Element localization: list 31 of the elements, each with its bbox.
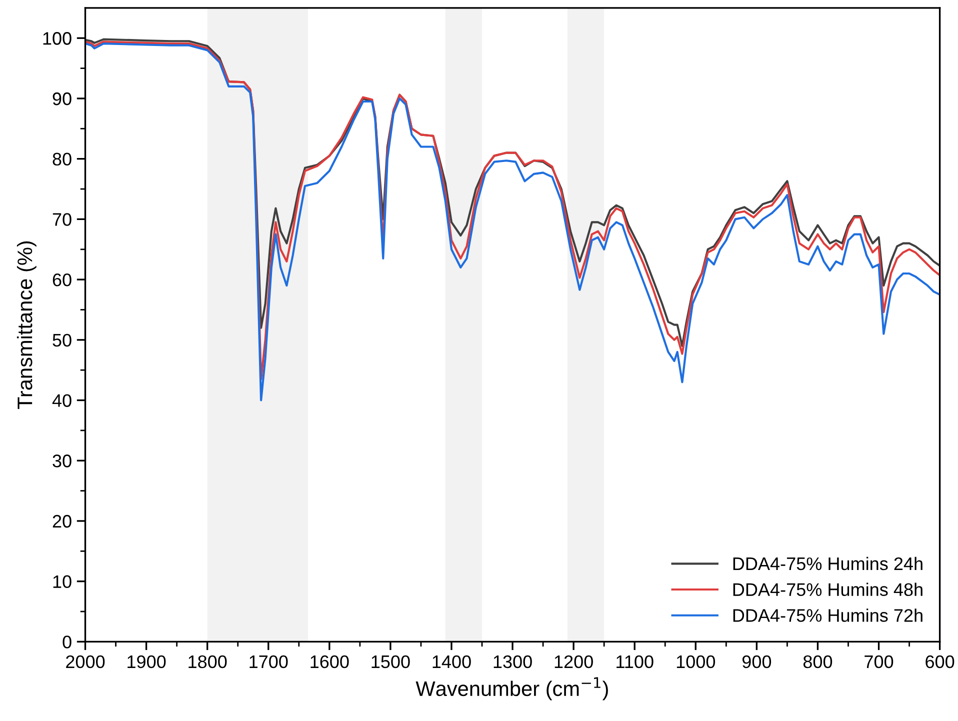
y-tick-label: 70 (52, 213, 72, 226)
legend-label: DDA4-75% Humins 72h (733, 608, 922, 622)
y-tick-label: 80 (52, 152, 72, 166)
y-tick-label: 90 (52, 92, 72, 106)
x-tick-label: 1000 (676, 655, 716, 668)
y-tick-label: 20 (52, 514, 72, 528)
x-tick-label: 1100 (616, 655, 654, 668)
x-axis-title: Wavenumber (cm$^{−1}$) (416, 677, 608, 700)
x-tick-label: 900 (742, 655, 772, 668)
y-tick-label: 60 (52, 273, 72, 286)
x-tick-label: 1900 (128, 655, 166, 668)
x-tick-label: 600 (926, 655, 954, 668)
x-tick-label: 1500 (372, 655, 410, 668)
x-tick-label: 700 (864, 655, 894, 668)
x-tick-label: 800 (803, 655, 832, 668)
y-tick-label: 0 (62, 636, 72, 648)
x-tick-label: 1200 (554, 655, 593, 668)
y-tick-label: 50 (52, 334, 72, 347)
y-tick-label: 40 (52, 394, 72, 407)
x-tick-label: 2000 (66, 655, 105, 668)
x-tick-label: 1400 (432, 655, 471, 668)
legend-label: DDA4-75% Humins 48h (733, 582, 922, 596)
x-tick-label: 1800 (188, 655, 227, 668)
legend-label: DDA4-75% Humins 24h (733, 556, 922, 570)
y-axis-title: Transmittance (%) (16, 241, 36, 410)
x-tick-label: 1300 (494, 655, 532, 668)
x-tick-label: 1700 (250, 655, 288, 668)
y-tick-label: 10 (53, 575, 72, 588)
y-tick-label: 30 (52, 454, 72, 468)
x-tick-label: 1600 (310, 655, 349, 668)
y-tick-label: 100 (43, 32, 72, 45)
